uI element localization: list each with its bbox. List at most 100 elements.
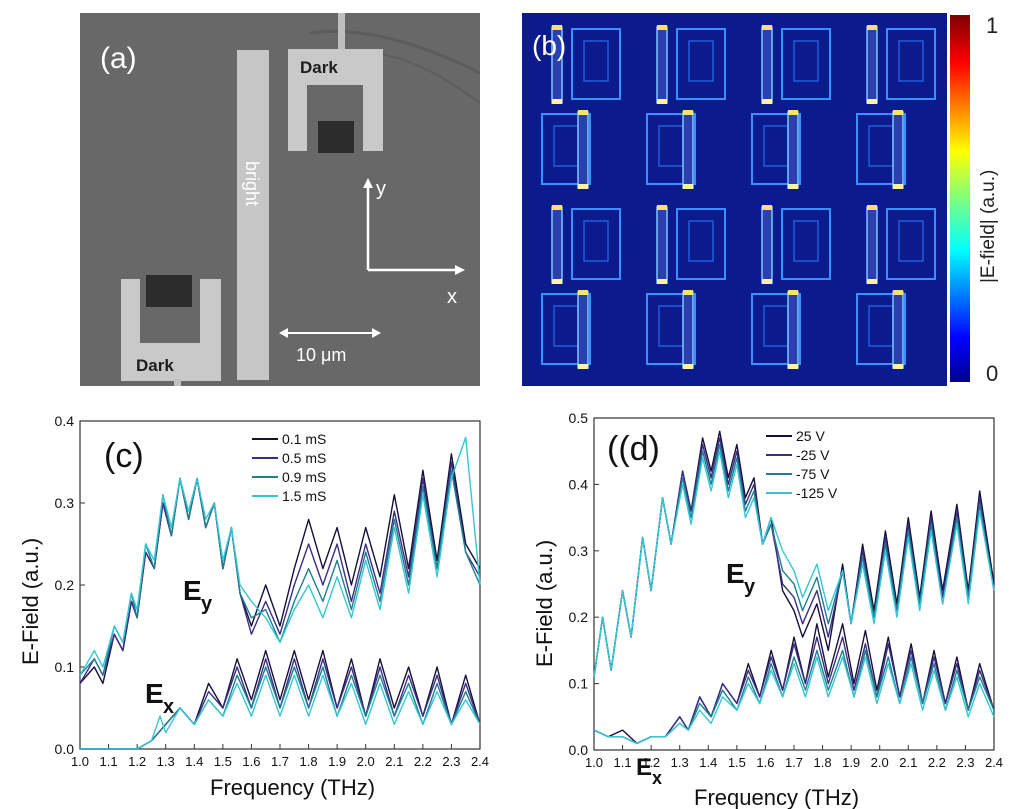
colorbar-title: |E-field| (a.u.) [978,170,999,283]
y-arrow-head [363,178,373,188]
field-map-panel: (b) [522,13,947,386]
scale-bar-head-right [372,328,381,338]
field-map-hotspot [893,290,903,295]
x-tick-label: 2.4 [985,755,1003,770]
field-map-resonator-outline [646,113,696,185]
field-map-resonator-outline [751,293,801,365]
y-tick-label: 0.5 [569,410,589,426]
field-map-resonator-inner [793,220,819,262]
field-map-bright-bar [761,26,773,104]
field-map-resonator-inner [793,40,819,82]
field-map-hotspot [788,184,798,189]
field-map-resonator-inner [898,40,924,82]
x-tick-label: 1.0 [585,755,603,770]
ey-annotation-e: E [726,558,745,589]
x-tick-label: 2.3 [956,755,974,770]
dark-label-top: Dark [300,58,338,77]
field-map: (b) [522,13,947,386]
field-map-hotspot [657,279,667,284]
x-axis-title-c: Frequency (THz) [210,775,375,800]
x-tick-label: 1.4 [185,754,203,769]
series-line-ey [79,436,481,676]
series-line-ex [593,636,995,745]
field-map-bright-bar [577,111,589,189]
field-map-hotspot [657,25,667,30]
field-map-bright-bar [682,111,694,189]
y-tick-label: 0.0 [569,742,589,758]
feed-line-top [338,13,345,51]
field-map-resonator-outline [676,208,726,280]
x-tick-label: 1.8 [814,755,832,770]
field-map-hotspot [867,205,877,210]
field-map-resonator-outline [856,113,906,185]
field-map-hotspot [867,99,877,104]
colorbar: 1 0 |E-field| (a.u.) [950,13,999,386]
x-tick-label: 1.0 [71,754,89,769]
field-map-cell [646,110,696,189]
series-line-ey [593,450,995,678]
x-tick-label: 1.1 [614,755,632,770]
plot-area-c [79,420,481,750]
field-map-hotspot [552,205,562,210]
y-tick-label: 0.3 [55,495,75,511]
field-map-bright-bar [892,291,904,369]
x-tick-label: 2.3 [442,754,460,769]
legend-label: 0.1 mS [282,431,326,447]
field-map-hotspot [788,110,798,115]
field-map-hotspot [683,110,693,115]
field-map-bright-bar [656,26,668,104]
y-axis-title-d: E-Field (a.u.) [532,540,557,667]
field-map-cell [856,290,906,369]
y-tick-label: 0.1 [55,659,75,675]
field-map-resonator-inner [898,220,924,262]
x-tick-label: 1.7 [271,754,289,769]
field-map-hotspot [683,290,693,295]
field-map-hotspot [867,25,877,30]
y-axis-label: y [376,178,386,200]
field-map-cell [656,25,726,104]
legend-label: -125 V [796,485,838,501]
field-map-cell [541,290,591,369]
x-tick-label: 2.2 [414,754,432,769]
ex-annotation-sub: x [163,696,174,718]
y-tick-label: 0.3 [569,543,589,559]
field-map-hotspot [578,364,588,369]
field-map-hotspot [762,99,772,104]
field-map-hotspot [657,99,667,104]
y-tick-label: 0.2 [569,609,589,625]
dark-resonator-bottom-pad [146,275,192,307]
x-tick-label: 1.7 [785,755,803,770]
legend-label: -25 V [796,447,830,463]
field-map-resonator-inner [688,220,714,262]
x-tick-label: 1.8 [300,754,318,769]
sem-image: (a) Dark Dark bright y x 10 μm [80,13,480,386]
field-map-hotspot [893,184,903,189]
field-map-resonator-outline [856,293,906,365]
field-map-hotspot [762,25,772,30]
y-tick-label: 0.4 [569,476,589,492]
legend-label: -75 V [796,466,830,482]
field-map-hotspot [762,205,772,210]
x-tick-label: 2.4 [471,754,489,769]
x-tick-label: 1.6 [242,754,260,769]
field-map-hotspot [762,279,772,284]
field-map-hotspot [578,290,588,295]
chart-c: 1.0 1.1 1.2 1.3 1.4 1.5 1.6 1.7 1.8 1.9 2.0 2.1 2.2 2… [18,413,489,800]
field-map-bright-bar [892,111,904,189]
field-map-cell [656,205,726,284]
y-tick-label: 0.1 [569,676,589,692]
field-map-bright-bar [656,206,668,284]
field-map-bright-bar [761,206,773,284]
field-map-bright-bar [577,291,589,369]
field-map-resonator-inner [688,40,714,82]
x-tick-label: 2.2 [928,755,946,770]
legend-label: 0.9 mS [282,469,326,485]
field-map-resonator-outline [541,113,591,185]
field-map-resonator-outline [646,293,696,365]
field-map-resonator-outline [781,28,831,100]
series-line-ex [80,666,481,750]
x-tick-label: 2.1 [385,754,403,769]
field-map-resonator-outline [886,28,936,100]
x-tick-label: 1.4 [699,755,717,770]
field-map-bright-bar [866,26,878,104]
